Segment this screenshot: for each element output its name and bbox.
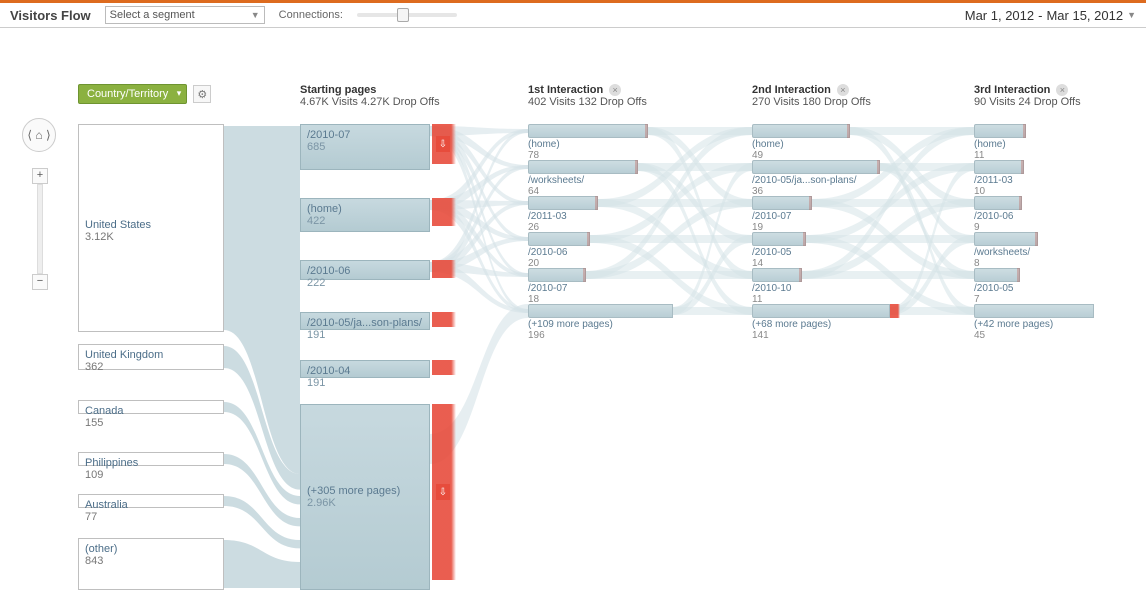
page-node[interactable]: /2010-069 — [974, 196, 1124, 233]
zoom-out-button[interactable]: − — [32, 274, 48, 290]
dropoff-indicator — [432, 360, 456, 375]
page-node-more[interactable]: (+305 more pages)2.96K — [300, 404, 430, 590]
dropoff-indicator — [890, 304, 900, 318]
page-node[interactable]: /2010-0514 — [752, 232, 902, 269]
page-node-more[interactable]: (+68 more pages)141 — [752, 304, 902, 341]
flow-canvas: ⟨ ⌂ ⟩ + − Country/Territory ⚙ Starting p… — [0, 28, 1146, 588]
date-range-picker[interactable]: Mar 1, 2012 - Mar 15, 2012 ▼ — [965, 8, 1136, 23]
zoom-track[interactable] — [37, 184, 43, 274]
dropoff-indicator — [432, 260, 456, 278]
page-node-more[interactable]: (+109 more pages)196 — [528, 304, 678, 341]
segment-select-label: Select a segment — [110, 9, 195, 21]
connections-label: Connections: — [279, 9, 343, 21]
page-node[interactable]: (home)78 — [528, 124, 678, 161]
source-node[interactable]: Australia77 — [78, 494, 224, 508]
zoom-in-button[interactable]: + — [32, 168, 48, 184]
source-node[interactable]: United States3.12K — [78, 124, 224, 332]
page-node[interactable]: /2011-0326 — [528, 196, 678, 233]
dropoff-arrow-icon: ⇩ — [436, 136, 450, 152]
dimension-label: Country/Territory — [87, 88, 168, 100]
home-icon: ⟨ ⌂ ⟩ — [27, 128, 50, 142]
page-node[interactable]: (home)422 — [300, 198, 430, 232]
page-node[interactable]: /2010-1011 — [752, 268, 902, 305]
close-icon[interactable]: × — [837, 84, 849, 96]
source-node[interactable]: Canada155 — [78, 400, 224, 414]
page-node[interactable]: /2010-057 — [974, 268, 1124, 305]
page-node[interactable]: /2010-04191 — [300, 360, 430, 378]
column-header: 1st Interaction×402 Visits 132 Drop Offs — [528, 84, 647, 108]
date-from: Mar 1, 2012 — [965, 8, 1034, 23]
page-node[interactable]: /2010-0719 — [752, 196, 902, 233]
date-to: Mar 15, 2012 — [1046, 8, 1123, 23]
page-node[interactable]: /worksheets/8 — [974, 232, 1124, 269]
column-header: Starting pages4.67K Visits 4.27K Drop Of… — [300, 84, 440, 108]
page-node[interactable]: (home)11 — [974, 124, 1124, 161]
source-node[interactable]: United Kingdom362 — [78, 344, 224, 370]
close-icon[interactable]: × — [1056, 84, 1068, 96]
home-button[interactable]: ⟨ ⌂ ⟩ — [22, 118, 56, 152]
gear-icon: ⚙ — [197, 88, 207, 101]
page-node[interactable]: /2010-06222 — [300, 260, 430, 280]
slider-handle[interactable] — [397, 8, 409, 22]
segment-select[interactable]: Select a segment ▼ — [105, 6, 265, 24]
page-node[interactable]: /2011-0310 — [974, 160, 1124, 197]
column-header: 2nd Interaction×270 Visits 180 Drop Offs — [752, 84, 871, 108]
page-node[interactable]: (home)49 — [752, 124, 902, 161]
zoom-control: + − — [32, 168, 48, 290]
close-icon[interactable]: × — [609, 84, 621, 96]
page-node[interactable]: /worksheets/64 — [528, 160, 678, 197]
chevron-down-icon: ▼ — [1127, 10, 1136, 20]
page-node[interactable]: /2010-07685 — [300, 124, 430, 170]
page-node-more[interactable]: (+42 more pages)45 — [974, 304, 1124, 341]
dropoff-indicator — [432, 312, 456, 327]
connections-slider[interactable] — [357, 13, 457, 17]
dropoff-arrow-icon: ⇩ — [436, 484, 450, 500]
column-header: 3rd Interaction×90 Visits 24 Drop Offs — [974, 84, 1081, 108]
dropoff-indicator — [432, 198, 456, 226]
page-node[interactable]: /2010-0620 — [528, 232, 678, 269]
settings-button[interactable]: ⚙ — [193, 85, 211, 103]
top-bar: Visitors Flow Select a segment ▼ Connect… — [0, 0, 1146, 28]
source-node[interactable]: (other)843 — [78, 538, 224, 590]
page-node[interactable]: /2010-05/ja...son-plans/36 — [752, 160, 902, 197]
chevron-down-icon: ▼ — [251, 10, 260, 20]
dimension-select[interactable]: Country/Territory — [78, 84, 187, 104]
page-title: Visitors Flow — [10, 8, 91, 23]
page-node[interactable]: /2010-05/ja...son-plans/191 — [300, 312, 430, 330]
page-node[interactable]: /2010-0718 — [528, 268, 678, 305]
source-node[interactable]: Philippines109 — [78, 452, 224, 466]
